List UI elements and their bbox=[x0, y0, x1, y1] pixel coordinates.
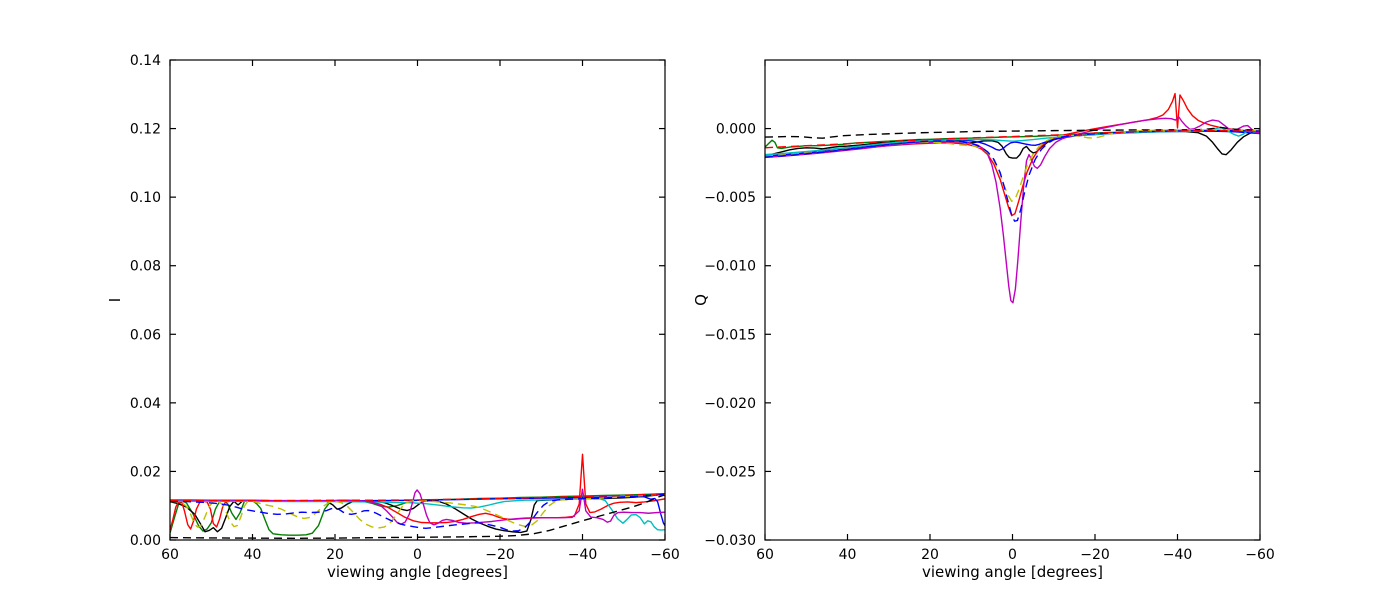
series-magenta-solid bbox=[170, 488, 665, 526]
series-red-dashed bbox=[170, 493, 665, 502]
series-black-dashed bbox=[765, 126, 1260, 139]
series-blue-dashed bbox=[170, 493, 665, 532]
y-tick-label: −0.020 bbox=[704, 396, 756, 412]
y-tick-label: 0.12 bbox=[130, 122, 161, 138]
y-tick-label: 0.00 bbox=[130, 533, 161, 549]
y-tick-label: 0.08 bbox=[130, 259, 161, 275]
q-panel: 60 40 20 0 −20 −40 −60 0.000 −0.005 −0.010 −0.015 −… bbox=[692, 59, 1275, 581]
y-tick-label: 0.02 bbox=[130, 464, 161, 480]
y-tick-label: 0.04 bbox=[130, 396, 161, 412]
x-axis-label: viewing angle [degrees] bbox=[922, 563, 1103, 581]
y-axis-label: I bbox=[106, 298, 124, 302]
series-magenta-solid bbox=[765, 116, 1260, 304]
y-tick-label: −0.005 bbox=[704, 190, 756, 206]
y-tick-label: −0.025 bbox=[704, 464, 756, 480]
x-tick-label: 0 bbox=[1008, 547, 1017, 563]
x-tick-label: −40 bbox=[568, 547, 598, 563]
series-yellow-dashed bbox=[170, 493, 665, 529]
y-tick-label: 0.000 bbox=[716, 122, 756, 138]
x-tick-label: 60 bbox=[161, 547, 179, 563]
x-tick-label: 20 bbox=[326, 547, 344, 563]
series-black-dashed bbox=[170, 494, 665, 539]
x-tick-label: −60 bbox=[1245, 547, 1275, 563]
series-black-solid bbox=[765, 129, 1260, 159]
series-cyan-solid bbox=[170, 497, 665, 531]
x-tick-label: 40 bbox=[839, 547, 857, 563]
series-black-solid bbox=[170, 493, 665, 534]
y-tick-label: 0.10 bbox=[130, 190, 161, 206]
x-tick-label: 0 bbox=[413, 547, 422, 563]
x-tick-label: −20 bbox=[485, 547, 515, 563]
x-tick-label: −20 bbox=[1080, 547, 1110, 563]
series-cyan-solid bbox=[765, 126, 1260, 156]
y-tick-label: 0.14 bbox=[130, 53, 161, 69]
x-tick-label: −40 bbox=[1163, 547, 1193, 563]
series-blue-solid bbox=[765, 130, 1260, 157]
x-tick-label: 20 bbox=[921, 547, 939, 563]
i-panel: 60 40 20 0 −20 −40 −60 0.00 0.02 0.04 0.06 0.08 0.10… bbox=[106, 53, 680, 581]
plot-frame bbox=[169, 59, 666, 541]
x-axis-label: viewing angle [degrees] bbox=[327, 563, 508, 581]
series-red-solid bbox=[765, 92, 1260, 217]
y-tick-label: 0.06 bbox=[130, 327, 161, 343]
y-tick-label: −0.010 bbox=[704, 259, 756, 275]
y-tick-label: −0.030 bbox=[704, 533, 756, 549]
x-tick-label: 40 bbox=[244, 547, 262, 563]
y-tick-label: −0.015 bbox=[704, 327, 756, 343]
series-red-dashed bbox=[765, 129, 1260, 149]
x-tick-label: −60 bbox=[650, 547, 680, 563]
x-tick-label: 60 bbox=[756, 547, 774, 563]
y-axis-label: Q bbox=[692, 294, 710, 306]
